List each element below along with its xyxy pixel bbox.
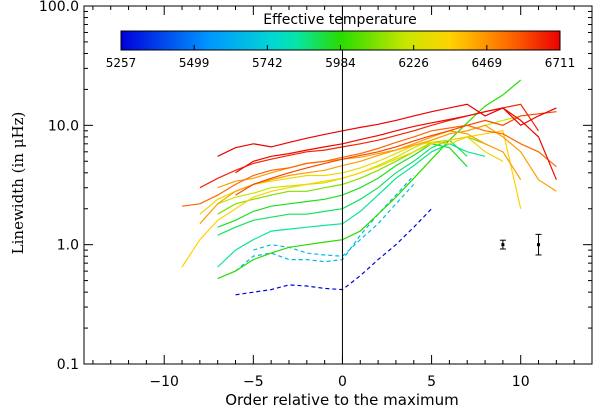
x-tick-label: −10	[149, 374, 179, 390]
colorbar-tick-label: 6469	[472, 56, 503, 70]
x-tick-label: 0	[338, 374, 347, 390]
x-tick-label: 5	[427, 374, 436, 390]
series-line-4	[217, 79, 522, 280]
series-line-14	[181, 124, 557, 207]
series-line-8	[217, 136, 486, 215]
error-bar-point	[501, 243, 505, 247]
series-line-18	[217, 103, 557, 157]
colorbar-title: Effective temperature	[263, 12, 417, 28]
y-tick-label: 100.0	[39, 0, 79, 15]
series-line-3	[253, 183, 415, 257]
x-axis-label: Order relative to the maximum	[225, 391, 459, 409]
y-tick-label: 10.0	[48, 118, 79, 134]
y-tick-label: 1.0	[57, 238, 79, 254]
error-bar-point	[537, 243, 541, 247]
x-tick-label: 10	[512, 374, 530, 390]
colorbar-tick-label: 6711	[545, 56, 576, 70]
plot-area	[83, 5, 593, 365]
y-axis-label: Linewidth (in μHz)	[9, 112, 27, 255]
colorbar-tick-label: 5742	[252, 56, 283, 70]
x-axis: −10 −5 0 5 10	[92, 6, 593, 390]
plot-frame	[83, 5, 593, 365]
colorbar-tick-label: 6226	[398, 56, 429, 70]
error-bar-1	[499, 239, 506, 250]
series-line-1	[235, 208, 433, 296]
series-line-13	[217, 124, 557, 192]
series-line-16	[199, 103, 539, 189]
series-line-15	[235, 111, 557, 196]
colorbar-tick-label: 5257	[106, 56, 137, 70]
series-line-2	[235, 175, 415, 272]
colorbar-tick-label: 5499	[179, 56, 210, 70]
colorbar: 5257 5499 5742 5984 6226 6469 6711	[106, 30, 576, 70]
series-line-11	[181, 130, 522, 268]
y-tick-label: 0.1	[57, 357, 79, 373]
y-axis: 0.1 1.0 10.0 100.0	[39, 0, 592, 373]
series-line-9	[217, 115, 521, 205]
series-line-5	[217, 143, 486, 268]
colorbar-tick-label: 5984	[325, 56, 356, 70]
x-tick-label: −5	[243, 374, 264, 390]
error-bar-2	[535, 233, 542, 256]
